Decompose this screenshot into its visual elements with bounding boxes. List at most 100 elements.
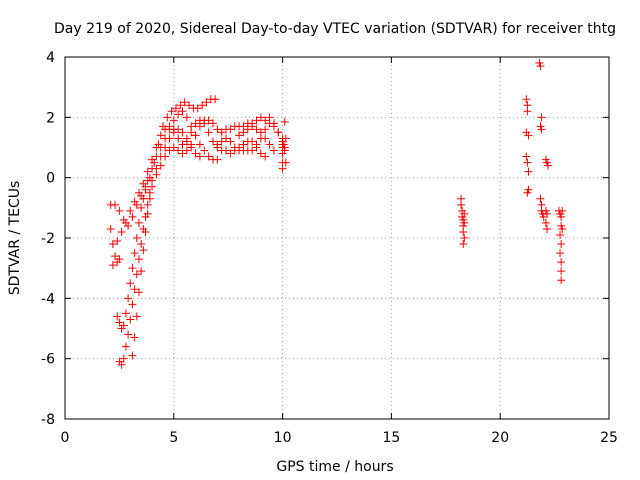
- data-point: [167, 107, 176, 116]
- data-point: [217, 137, 226, 146]
- data-point: [180, 98, 189, 107]
- data-point: [460, 218, 469, 227]
- data-point: [124, 221, 133, 230]
- data-point: [239, 128, 248, 137]
- data-point: [248, 146, 257, 155]
- data-point: [204, 128, 213, 137]
- data-point: [211, 95, 220, 104]
- data-point: [557, 258, 566, 267]
- data-point: [178, 149, 187, 158]
- data-point: [230, 143, 239, 152]
- y-tick-label: -4: [41, 291, 55, 307]
- data-point: [115, 206, 124, 215]
- data-point: [523, 158, 532, 167]
- data-point: [126, 206, 135, 215]
- data-point: [130, 333, 139, 342]
- data-point: [235, 131, 244, 140]
- data-point: [119, 354, 128, 363]
- series-sat-c: [113, 107, 222, 333]
- data-point: [460, 234, 469, 242]
- data-point: [191, 149, 200, 158]
- data-point: [113, 237, 122, 246]
- data-point: [524, 185, 533, 194]
- data-point: [536, 62, 545, 71]
- data-point: [222, 134, 231, 143]
- data-point: [537, 125, 546, 134]
- data-point: [191, 131, 200, 140]
- data-point: [126, 315, 135, 324]
- data-point: [178, 140, 187, 149]
- data-point: [148, 182, 157, 191]
- data-point: [169, 143, 178, 152]
- data-point: [119, 215, 128, 224]
- data-point: [106, 224, 115, 233]
- data-point: [176, 101, 185, 110]
- data-point: [132, 234, 141, 242]
- data-point: [119, 321, 128, 330]
- data-point: [261, 125, 270, 134]
- data-point: [108, 261, 117, 270]
- data-point: [130, 285, 139, 294]
- data-point: [204, 116, 213, 125]
- data-point: [261, 116, 270, 125]
- data-point: [134, 288, 143, 297]
- data-point: [269, 146, 278, 155]
- data-point: [124, 330, 133, 339]
- data-point: [558, 206, 567, 215]
- data-point: [537, 113, 546, 122]
- data-point: [217, 128, 226, 137]
- data-point: [130, 249, 139, 258]
- data-point: [115, 318, 124, 327]
- data-point: [134, 218, 143, 227]
- data-point: [557, 240, 566, 249]
- data-point: [174, 134, 183, 143]
- data-point: [524, 131, 533, 140]
- series-sat-k: [535, 59, 553, 233]
- data-point: [150, 158, 159, 167]
- data-point: [252, 140, 261, 149]
- data-point: [111, 200, 120, 209]
- data-point: [274, 128, 283, 137]
- data-point: [541, 218, 550, 227]
- data-point: [195, 122, 204, 131]
- data-point: [187, 140, 196, 149]
- y-tick-label: 4: [46, 50, 55, 66]
- data-point: [182, 134, 191, 143]
- data-point: [165, 125, 174, 134]
- data-point: [174, 110, 183, 119]
- data-point: [143, 200, 152, 209]
- data-point: [108, 240, 117, 249]
- data-point: [182, 146, 191, 155]
- data-point: [121, 309, 130, 318]
- data-point: [261, 152, 270, 161]
- data-point: [222, 146, 231, 155]
- data-point: [558, 224, 567, 233]
- data-point: [544, 161, 553, 170]
- data-point: [141, 185, 150, 194]
- grid: [65, 57, 609, 419]
- data-points: [106, 59, 567, 369]
- series-sat-l: [554, 206, 567, 285]
- data-point: [226, 149, 235, 158]
- data-point: [248, 119, 257, 128]
- data-point: [128, 264, 137, 273]
- y-tick-label: 0: [46, 171, 55, 187]
- data-point: [243, 125, 252, 134]
- data-point: [169, 116, 178, 125]
- data-point: [126, 279, 135, 288]
- y-axis-label: SDTVAR / TECUs: [7, 181, 23, 296]
- data-point: [115, 255, 124, 264]
- x-tick-label: 5: [169, 430, 178, 446]
- data-point: [202, 98, 211, 107]
- data-point: [137, 267, 146, 276]
- data-point: [178, 107, 187, 116]
- data-point: [161, 152, 170, 161]
- data-point: [256, 113, 265, 122]
- x-tick-label: 15: [382, 430, 400, 446]
- data-point: [459, 227, 468, 236]
- data-point: [265, 140, 274, 149]
- data-point: [256, 149, 265, 158]
- data-point: [174, 125, 183, 134]
- data-point: [457, 200, 466, 209]
- series-sat-e: [108, 116, 278, 360]
